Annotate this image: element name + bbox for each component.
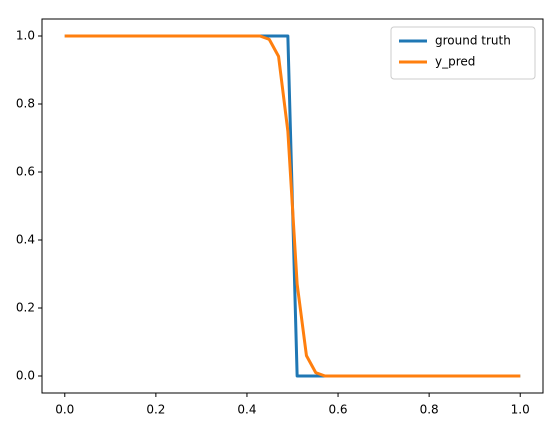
x-tick-label: 1.0 bbox=[511, 403, 530, 417]
legend-label: y_pred bbox=[435, 55, 475, 69]
x-tick-label: 0.2 bbox=[146, 403, 165, 417]
y-tick-label: 0.0 bbox=[16, 369, 35, 383]
x-tick-label: 0.4 bbox=[237, 403, 256, 417]
y-tick-label: 0.6 bbox=[16, 165, 35, 179]
plot-frame bbox=[41, 18, 544, 394]
y-tick-label: 0.2 bbox=[16, 301, 35, 315]
x-tick-label: 0.6 bbox=[328, 403, 347, 417]
x-tick-label: 0.0 bbox=[55, 403, 74, 417]
legend-label: ground truth bbox=[435, 34, 511, 48]
y-tick-label: 1.0 bbox=[16, 29, 35, 43]
y-tick-label: 0.4 bbox=[16, 233, 35, 247]
series-line bbox=[64, 34, 521, 378]
y-tick-label: 0.8 bbox=[16, 97, 35, 111]
x-tick-label: 0.8 bbox=[420, 403, 439, 417]
